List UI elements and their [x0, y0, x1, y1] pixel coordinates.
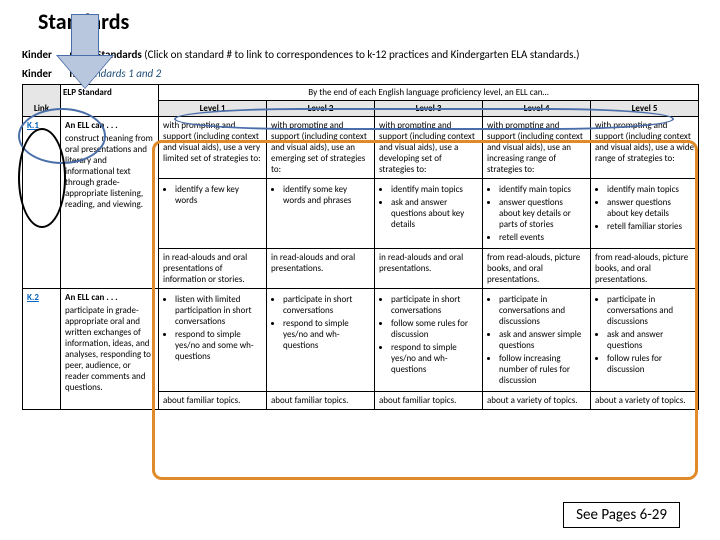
k1-l2-bullets: identify some key words and phrases	[267, 179, 375, 249]
k2-l2-bullets: participate in short conversationsrespon…	[267, 289, 375, 392]
table-header-row1: Link ELP Standard By the end of each Eng…	[23, 85, 699, 101]
k2-link[interactable]: K.2	[23, 289, 61, 410]
section-prefix: Kinder	[22, 67, 52, 80]
k1-l4-context: from read-alouds, picture books, and ora…	[483, 249, 591, 289]
th-merged: By the end of each English language prof…	[159, 85, 699, 101]
k1-l3-context: in read-alouds and oral presentations.	[375, 249, 483, 289]
title-prefix: Kinder	[22, 48, 52, 61]
k2-lead: An ELL can . . .	[65, 292, 154, 303]
section-title: Kinder n: Standards 1 and 2	[22, 67, 698, 80]
annotation-oval-link	[18, 128, 66, 228]
k1-l1-context: in read-alouds and oral presentations of…	[159, 249, 267, 289]
k1-l5-bullets: identify main topicsanswer questions abo…	[591, 179, 699, 249]
document-content: Kinder n ELP Standards (Click on standar…	[22, 48, 698, 410]
k1-l4-bullets: identify main topicsanswer questions abo…	[483, 179, 591, 249]
k2-l3-bullets: participate in short conversationsfollow…	[375, 289, 483, 392]
title-note: (Click on standard # to link to correspo…	[144, 48, 579, 61]
annotation-oval-header	[174, 108, 674, 130]
k2-l1-bullets: listen with limited participation in sho…	[159, 289, 267, 392]
k2-row1: K.2 An ELL can . . . participate in grad…	[23, 289, 699, 392]
k1-l5-context: from read-alouds, picture books, and ora…	[591, 249, 699, 289]
k1-l3-bullets: identify main topicsask and answer quest…	[375, 179, 483, 249]
k2-standard: An ELL can . . . participate in grade-ap…	[61, 289, 159, 410]
doc-title: Kinder n ELP Standards (Click on standar…	[22, 48, 698, 61]
k2-l5-bullets: participate in conversations and discuss…	[591, 289, 699, 392]
footer-note: See Pages 6-29	[563, 502, 680, 528]
k2-desc: participate in grade-appropriate oral an…	[65, 305, 154, 393]
k2-l4-context: about a variety of topics.	[483, 392, 591, 410]
k2-l5-context: about a variety of topics.	[591, 392, 699, 410]
k2-l3-context: about familiar topics.	[375, 392, 483, 410]
k2-l2-context: about familiar topics.	[267, 392, 375, 410]
k2-l1-context: about familiar topics.	[159, 392, 267, 410]
k1-l2-context: in read-alouds and oral presentations.	[267, 249, 375, 289]
down-arrow-icon	[58, 14, 112, 94]
standards-table: Link ELP Standard By the end of each Eng…	[22, 84, 699, 410]
k2-l4-bullets: participate in conversations and discuss…	[483, 289, 591, 392]
k1-l1-bullets: identify a few key words	[159, 179, 267, 249]
